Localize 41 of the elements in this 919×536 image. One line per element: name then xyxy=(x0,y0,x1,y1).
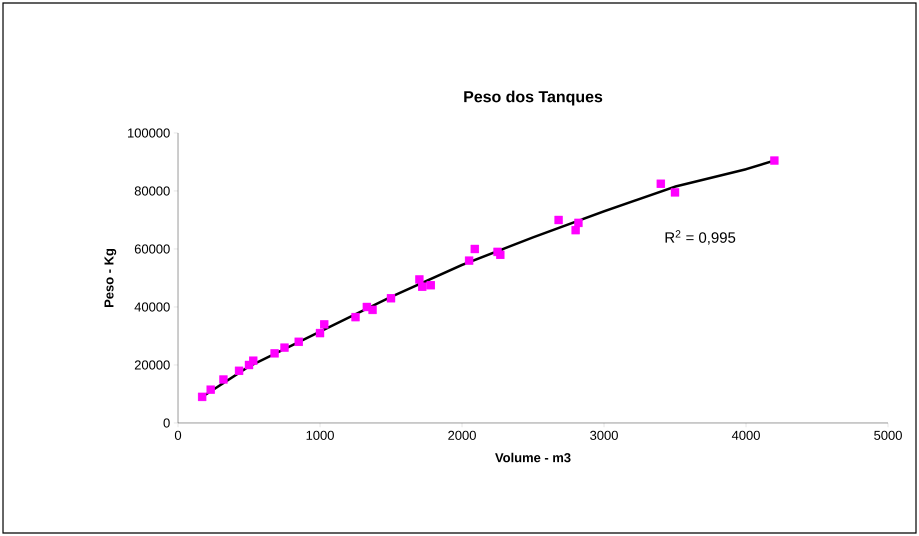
point xyxy=(464,256,474,265)
y-tick-label: 60000 xyxy=(134,244,170,254)
y-tick-label: 40000 xyxy=(134,302,170,312)
y-tick-label: 100000 xyxy=(128,128,170,138)
point xyxy=(294,338,303,346)
point xyxy=(670,188,680,197)
y-tick-label: 0 xyxy=(164,418,170,428)
x-tick-label: 1000 xyxy=(306,430,334,440)
x-axis-title: Volume - m3 xyxy=(495,452,571,462)
x-tick-label: 4000 xyxy=(732,430,760,440)
y-axis-title: Peso - Kg xyxy=(104,248,116,307)
point xyxy=(219,375,228,384)
chart-title: Peso dos Tanques xyxy=(464,90,602,106)
x-tick-label: 3000 xyxy=(590,430,618,440)
point xyxy=(571,226,580,234)
point xyxy=(554,216,563,224)
x-tick-label: 0 xyxy=(174,430,182,440)
point xyxy=(249,356,258,365)
point xyxy=(368,306,377,314)
y-tick-label: 80000 xyxy=(134,186,170,196)
point xyxy=(386,294,396,302)
point xyxy=(496,250,505,259)
point xyxy=(418,282,426,291)
point xyxy=(351,312,360,322)
point xyxy=(574,218,583,228)
point xyxy=(415,275,424,284)
point xyxy=(206,385,215,394)
point xyxy=(320,320,328,329)
point xyxy=(470,244,479,254)
y-tick-label: 20000 xyxy=(134,360,170,370)
point xyxy=(656,180,666,188)
x-tick-label: 5000 xyxy=(874,430,902,440)
point xyxy=(316,328,324,338)
point xyxy=(426,281,435,290)
point xyxy=(270,349,279,358)
point xyxy=(770,156,779,165)
point xyxy=(280,343,289,352)
annotation: R$^{2}$ = 0,995 xyxy=(666,230,736,245)
point xyxy=(234,366,244,375)
x-tick-label: 2000 xyxy=(448,430,476,440)
point xyxy=(198,392,206,402)
